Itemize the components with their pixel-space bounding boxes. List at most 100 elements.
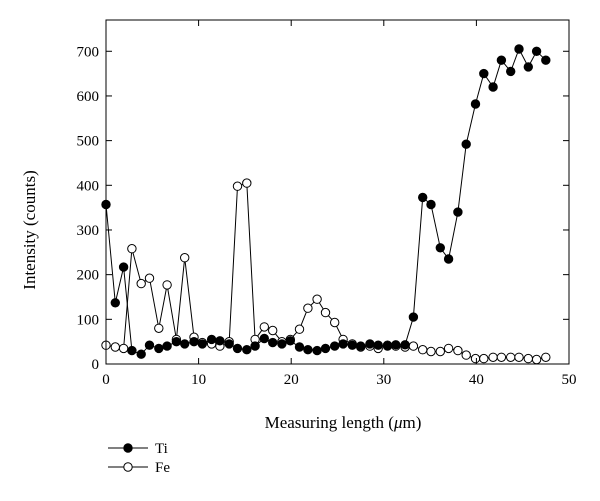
data-point-fe (418, 345, 428, 355)
data-point-fe (461, 350, 471, 360)
y-axis-label: Intensity (counts) (20, 170, 39, 289)
data-point-fe (426, 346, 436, 357)
data-point-ti (303, 345, 313, 355)
data-point-fe (268, 325, 278, 336)
legend-item-ti: Ti (108, 441, 168, 457)
data-point-ti (180, 339, 190, 349)
data-point-ti (268, 337, 278, 348)
data-point-ti (312, 345, 322, 356)
x-tick-label: 0 (102, 372, 110, 388)
data-point-fe (541, 352, 551, 362)
data-point-ti (479, 68, 489, 79)
data-point-ti (408, 312, 419, 322)
plot-area (101, 44, 551, 365)
data-point-fe (232, 181, 243, 191)
data-point-fe (162, 280, 172, 290)
data-point-ti (496, 55, 507, 65)
y-tick-label: 0 (92, 357, 100, 373)
data-point-ti (144, 340, 155, 350)
data-point-ti (453, 207, 463, 217)
x-axis-label-text: Measuring length ( (265, 413, 395, 432)
data-point-ti (189, 337, 199, 347)
data-point-ti (506, 66, 516, 77)
x-tick-label: 40 (469, 372, 484, 388)
data-point-ti (118, 262, 129, 272)
data-point-fe (479, 353, 489, 364)
data-point-ti (418, 192, 428, 203)
data-point-fe (312, 294, 322, 304)
data-point-fe (320, 307, 331, 318)
data-point-ti (488, 82, 498, 92)
data-point-fe (523, 353, 533, 364)
y-tick-label: 500 (77, 134, 100, 150)
data-point-fe (443, 343, 454, 354)
data-point-fe (453, 345, 463, 356)
data-point-fe (180, 253, 190, 263)
data-point-ti (277, 339, 287, 349)
data-point-ti (541, 55, 551, 65)
data-point-fe (136, 278, 146, 289)
data-point-fe (435, 346, 445, 357)
data-point-ti (224, 339, 234, 349)
legend-label-ti: Ti (155, 441, 168, 457)
data-point-ti (330, 341, 340, 351)
data-point-fe (242, 178, 252, 188)
data-point-fe (294, 324, 305, 334)
data-point-ti (250, 341, 260, 351)
y-tick-label: 200 (77, 268, 100, 284)
data-point-ti (127, 345, 137, 356)
x-tick-label: 10 (191, 372, 206, 388)
x-tick-label: 20 (284, 372, 299, 388)
y-tick-label: 600 (77, 89, 100, 105)
data-point-ti (356, 341, 366, 351)
data-point-ti (232, 343, 243, 354)
data-point-fe (488, 352, 498, 362)
y-tick-label: 300 (77, 223, 100, 239)
data-point-fe (496, 352, 507, 362)
data-point-ti (347, 340, 357, 350)
data-point-ti (162, 341, 172, 351)
data-point-ti (391, 340, 401, 350)
y-tick-label: 700 (77, 44, 100, 60)
data-point-fe (506, 352, 516, 362)
data-point-fe (303, 303, 313, 313)
data-point-ti (382, 341, 393, 351)
x-axis-label-unit: m) (403, 413, 422, 432)
data-point-ti (215, 336, 225, 346)
x-tick-label: 30 (376, 372, 391, 388)
plot-frame (105, 19, 570, 365)
data-point-ti (435, 243, 445, 253)
x-axis-label-mu: μ (393, 413, 403, 432)
x-axis-label: Measuring length (μm) (265, 413, 422, 432)
data-point-fe (259, 322, 269, 332)
y-tick-label: 400 (77, 178, 100, 194)
data-point-ti (373, 340, 383, 350)
data-point-fe (514, 352, 524, 362)
data-point-fe (330, 317, 340, 328)
data-point-ti (171, 337, 182, 347)
data-point-ti (523, 62, 533, 72)
legend: Ti Fe (108, 441, 170, 476)
legend-marker-fe (123, 462, 133, 472)
data-point-ti (294, 342, 305, 352)
legend-marker-ti (123, 443, 133, 453)
data-point-ti (426, 199, 436, 210)
data-point-ti (461, 139, 471, 149)
data-point-ti (110, 298, 121, 308)
data-point-ti (136, 349, 146, 359)
data-point-fe (154, 323, 164, 333)
data-point-ti (285, 336, 295, 346)
data-point-ti (531, 46, 542, 56)
series-line-fe (105, 182, 546, 361)
data-point-ti (400, 340, 410, 350)
data-point-ti (320, 343, 331, 354)
data-point-fe (470, 353, 481, 364)
legend-item-fe: Fe (108, 460, 170, 476)
data-point-fe (144, 273, 155, 283)
data-point-fe (110, 342, 121, 352)
data-point-ti (154, 343, 164, 354)
data-point-ti (470, 99, 481, 109)
data-point-ti (443, 254, 454, 264)
data-point-ti (259, 333, 269, 344)
